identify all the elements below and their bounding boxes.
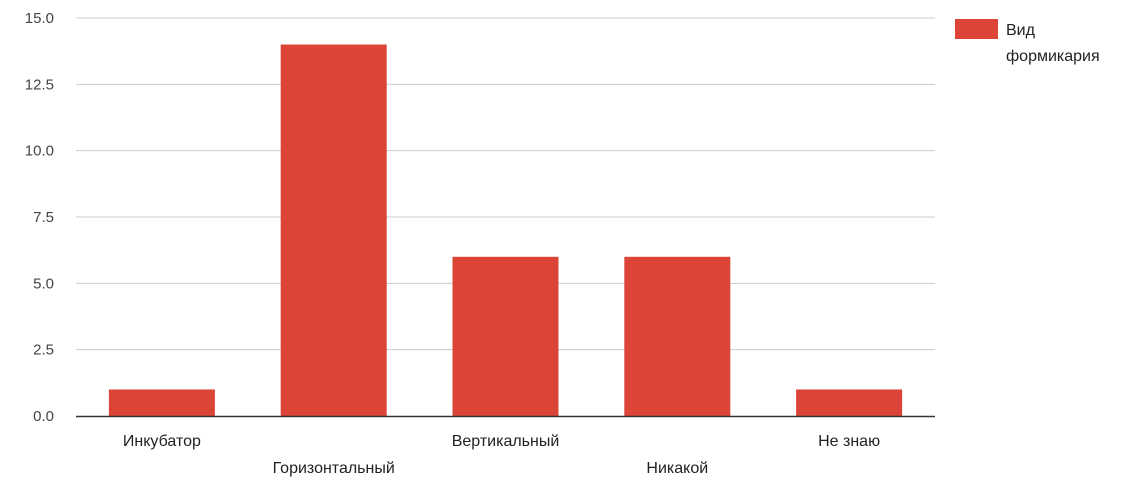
x-category-label: Инкубатор [123,433,201,450]
gridlines [76,17,935,351]
legend: Вид формикария [955,19,1100,65]
y-tick-label: 5.0 [33,275,54,292]
legend-label-line-1: Вид [1006,22,1036,39]
bar-3 [452,256,559,416]
y-tick-label: 12.5 [25,76,54,93]
y-tick-label: 15.0 [25,10,54,27]
y-tick-label: 7.5 [33,209,54,226]
bar-2 [280,44,387,417]
bars [108,44,903,417]
x-category-label: Вертикальный [452,433,560,450]
x-category-label: Не знаю [818,433,880,450]
bar-5 [796,389,903,416]
x-category-label: Горизонтальный [273,460,395,477]
x-axis: Инкубатор Горизонтальный Вертикальный Никак… [123,433,880,477]
y-axis: 0.0 2.5 5.0 7.5 10.0 12.5 15.0 [25,10,54,425]
y-tick-label: 10.0 [25,143,54,160]
bar-4 [624,256,731,416]
x-category-label: Никакой [646,460,708,477]
bar-1 [108,389,215,416]
y-tick-label: 0.0 [33,408,54,425]
legend-label-line-2: формикария [1006,48,1100,65]
legend-swatch [955,19,998,39]
y-tick-label: 2.5 [33,342,54,359]
